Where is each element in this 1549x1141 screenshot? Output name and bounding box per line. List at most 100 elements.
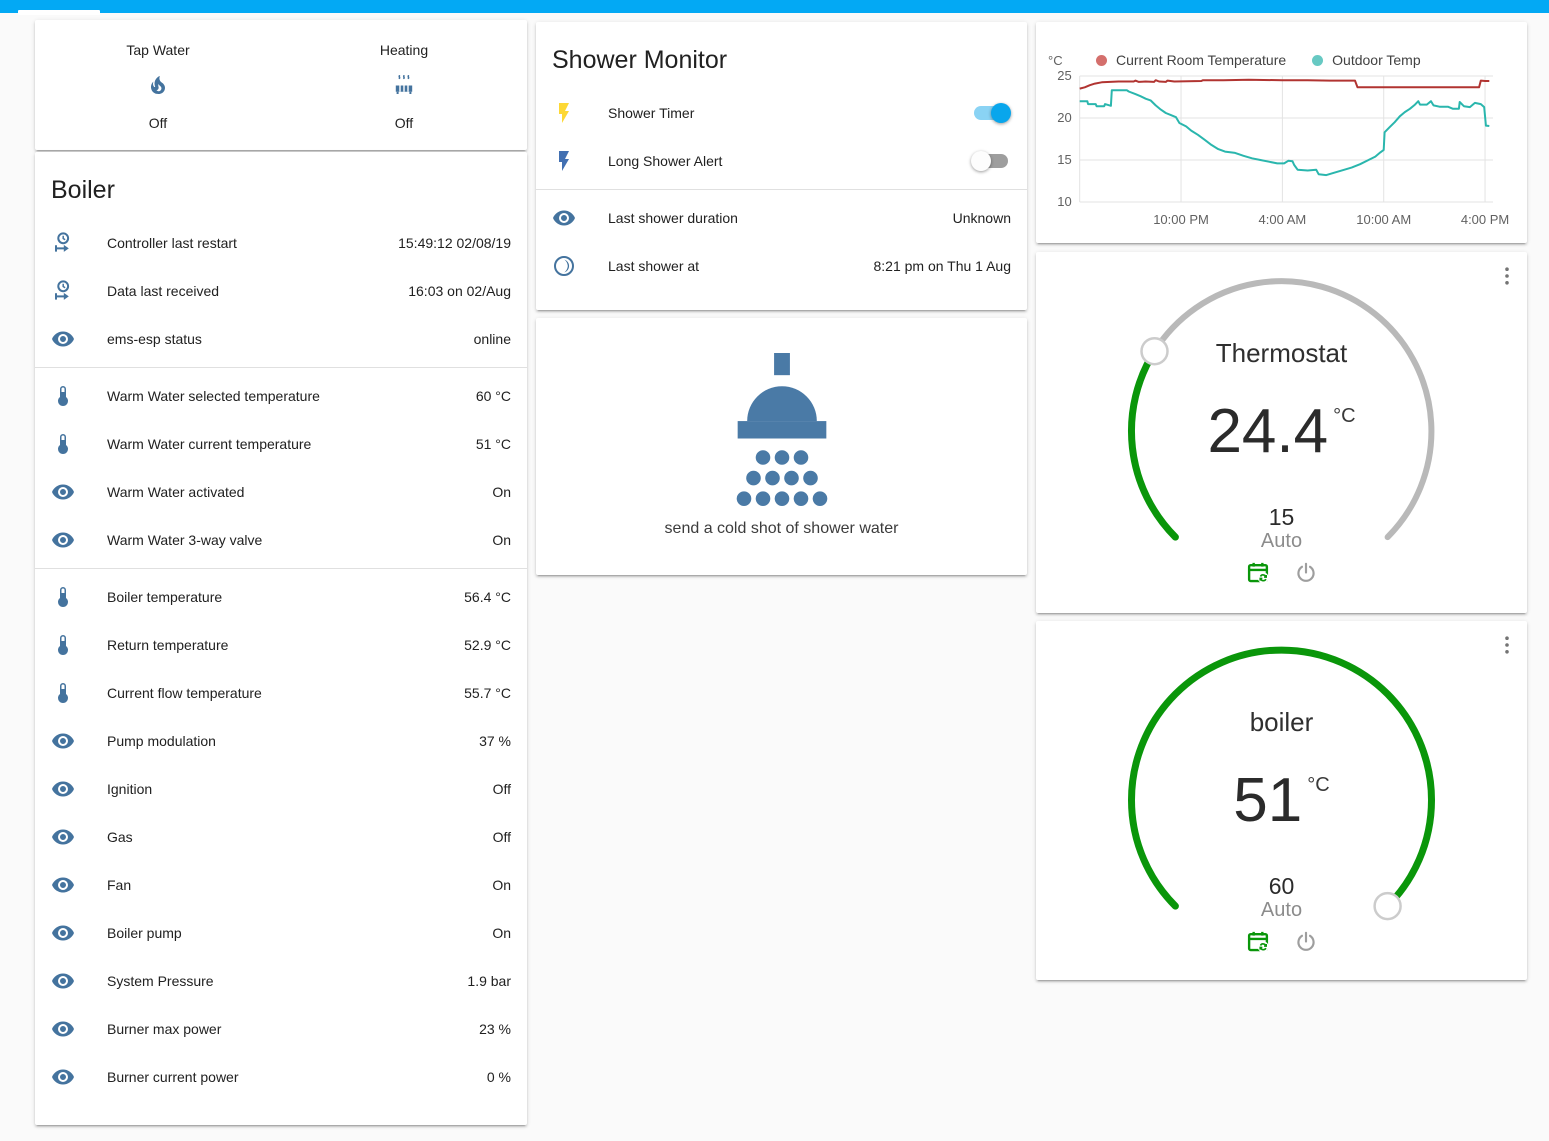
entity-value: Off — [492, 781, 511, 797]
entity-row[interactable]: Shower Timer — [536, 89, 1027, 137]
thermostat-card: Thermostat 24.4 °C 15 Auto — [1036, 252, 1527, 613]
entity-row[interactable]: Data last received 16:03 on 02/Aug — [35, 267, 527, 315]
thermometer-icon — [51, 432, 75, 456]
history-graph-card: °C Current Room Temperature Outdoor Temp… — [1036, 22, 1527, 243]
entity-value: 37 % — [479, 733, 511, 749]
entity-name: Last shower duration — [608, 210, 738, 226]
flash-icon — [552, 101, 576, 125]
slider-handle[interactable] — [1140, 336, 1169, 366]
entity-name: Warm Water 3-way valve — [107, 532, 263, 548]
entity-name: Gas — [107, 829, 133, 845]
entity-name: Pump modulation — [107, 733, 216, 749]
round-slider — [1128, 646, 1435, 921]
legend-item: Current Room Temperature — [1096, 52, 1286, 68]
entity-name: Shower Timer — [608, 105, 695, 121]
badge-item[interactable]: Heating Off — [281, 20, 527, 150]
entity-row[interactable]: Controller last restart 15:49:12 02/08/1… — [35, 219, 527, 267]
entity-row[interactable]: ems-esp status online — [35, 315, 527, 363]
badge-label: Tap Water — [126, 42, 190, 58]
entity-name: System Pressure — [107, 973, 214, 989]
entity-row[interactable]: Current flow temperature 55.7 °C — [35, 669, 527, 717]
clock-start-icon — [51, 279, 75, 303]
entity-row[interactable]: Fan On — [35, 861, 527, 909]
entity-value: 15:49:12 02/08/19 — [398, 235, 511, 251]
history-chart: 25 20 15 10 10:00 PM 4:00 AM 10:00 AM 4:00 PM — [1057, 68, 1509, 227]
shower-monitor-card: Shower Monitor Shower Timer Long Shower … — [536, 22, 1027, 310]
entity-row[interactable]: Warm Water current temperature 51 °C — [35, 420, 527, 468]
power-icon[interactable] — [1293, 929, 1319, 955]
entity-name: Current flow temperature — [107, 685, 262, 701]
badge-state: Off — [394, 115, 414, 131]
entity-row[interactable]: Burner current power 0 % — [35, 1053, 527, 1101]
entity-value: 16:03 on 02/Aug — [408, 283, 511, 299]
dots-vertical-icon[interactable] — [1495, 264, 1519, 288]
entity-row[interactable]: Ignition Off — [35, 765, 527, 813]
flash-icon — [552, 149, 576, 173]
entity-value: 56.4 °C — [464, 589, 511, 605]
moon-icon — [552, 254, 576, 278]
card-title: Boiler — [51, 176, 115, 204]
eye-icon — [51, 1065, 75, 1089]
entity-name: Burner max power — [107, 1021, 222, 1037]
entity-name: Boiler temperature — [107, 589, 223, 605]
legend-item: Outdoor Temp — [1312, 52, 1421, 68]
calendar-sync-icon[interactable] — [1245, 929, 1271, 955]
entity-name: ems-esp status — [107, 331, 202, 347]
legend-dot — [1312, 54, 1324, 66]
calendar-sync-icon[interactable] — [1245, 560, 1271, 586]
entity-row[interactable]: Pump modulation 37 % — [35, 717, 527, 765]
svg-text:15: 15 — [1057, 152, 1071, 167]
dots-vertical-icon[interactable] — [1495, 633, 1519, 657]
entity-row[interactable]: Long Shower Alert — [536, 137, 1027, 185]
entity-row[interactable]: Burner max power 23 % — [35, 1005, 527, 1053]
toggle-switch[interactable] — [971, 103, 1011, 123]
eye-icon — [51, 729, 75, 753]
entity-value: 60 °C — [475, 388, 511, 404]
entity-name: Long Shower Alert — [608, 153, 723, 169]
divider — [35, 367, 527, 368]
thermometer-icon — [51, 681, 75, 705]
boiler-water-heater-card: boiler 51 °C 60 Auto — [1036, 621, 1527, 980]
entity-name: Last shower at — [608, 258, 700, 274]
entity-name: Warm Water activated — [107, 484, 245, 500]
entity-row[interactable]: Boiler temperature 56.4 °C — [35, 573, 527, 621]
eye-icon — [51, 825, 75, 849]
entity-value: 1.9 bar — [467, 973, 511, 989]
app-header-bar — [0, 0, 1549, 15]
entity-value: 23 % — [479, 1021, 511, 1037]
entity-row[interactable]: Gas Off — [35, 813, 527, 861]
shower-action-card[interactable]: send a cold shot of shower water — [536, 318, 1027, 575]
entity-row[interactable]: Return temperature 52.9 °C — [35, 621, 527, 669]
thermometer-icon — [51, 585, 75, 609]
entity-row[interactable]: Last shower at 8:21 pm on Thu 1 Aug — [536, 242, 1027, 290]
entity-list: Shower Timer Long Shower Alert Last show… — [536, 89, 1027, 290]
svg-text:10: 10 — [1057, 194, 1071, 209]
eye-icon — [51, 873, 75, 897]
entity-value: 55.7 °C — [464, 685, 511, 701]
entity-row[interactable]: Boiler pump On — [35, 909, 527, 957]
entity-row[interactable]: Warm Water selected temperature 60 °C — [35, 372, 527, 420]
entity-row[interactable]: Warm Water 3-way valve On — [35, 516, 527, 564]
power-icon[interactable] — [1293, 560, 1319, 586]
radiator-icon — [392, 73, 416, 97]
entity-name: Data last received — [107, 283, 220, 299]
entity-name: Controller last restart — [107, 235, 237, 251]
entity-row[interactable]: Warm Water activated On — [35, 468, 527, 516]
entity-row[interactable]: Last shower duration Unknown — [536, 194, 1027, 242]
badge-label: Heating — [379, 42, 429, 58]
entity-value: Unknown — [952, 210, 1011, 226]
entity-row[interactable]: System Pressure 1.9 bar — [35, 957, 527, 1005]
toggle-switch[interactable] — [971, 151, 1011, 171]
slider-handle[interactable] — [1373, 891, 1402, 921]
entity-name: Ignition — [107, 781, 153, 797]
fire-icon — [146, 73, 170, 97]
glance-card: Tap Water Off Heating Off — [35, 20, 527, 150]
entity-value: On — [492, 877, 511, 893]
svg-text:4:00 PM: 4:00 PM — [1461, 212, 1509, 227]
divider — [536, 189, 1027, 190]
badge-state: Off — [148, 115, 168, 131]
clock-start-icon — [51, 231, 75, 255]
entity-value: 52.9 °C — [464, 637, 511, 653]
badge-item[interactable]: Tap Water Off — [35, 20, 281, 150]
eye-icon — [51, 777, 75, 801]
